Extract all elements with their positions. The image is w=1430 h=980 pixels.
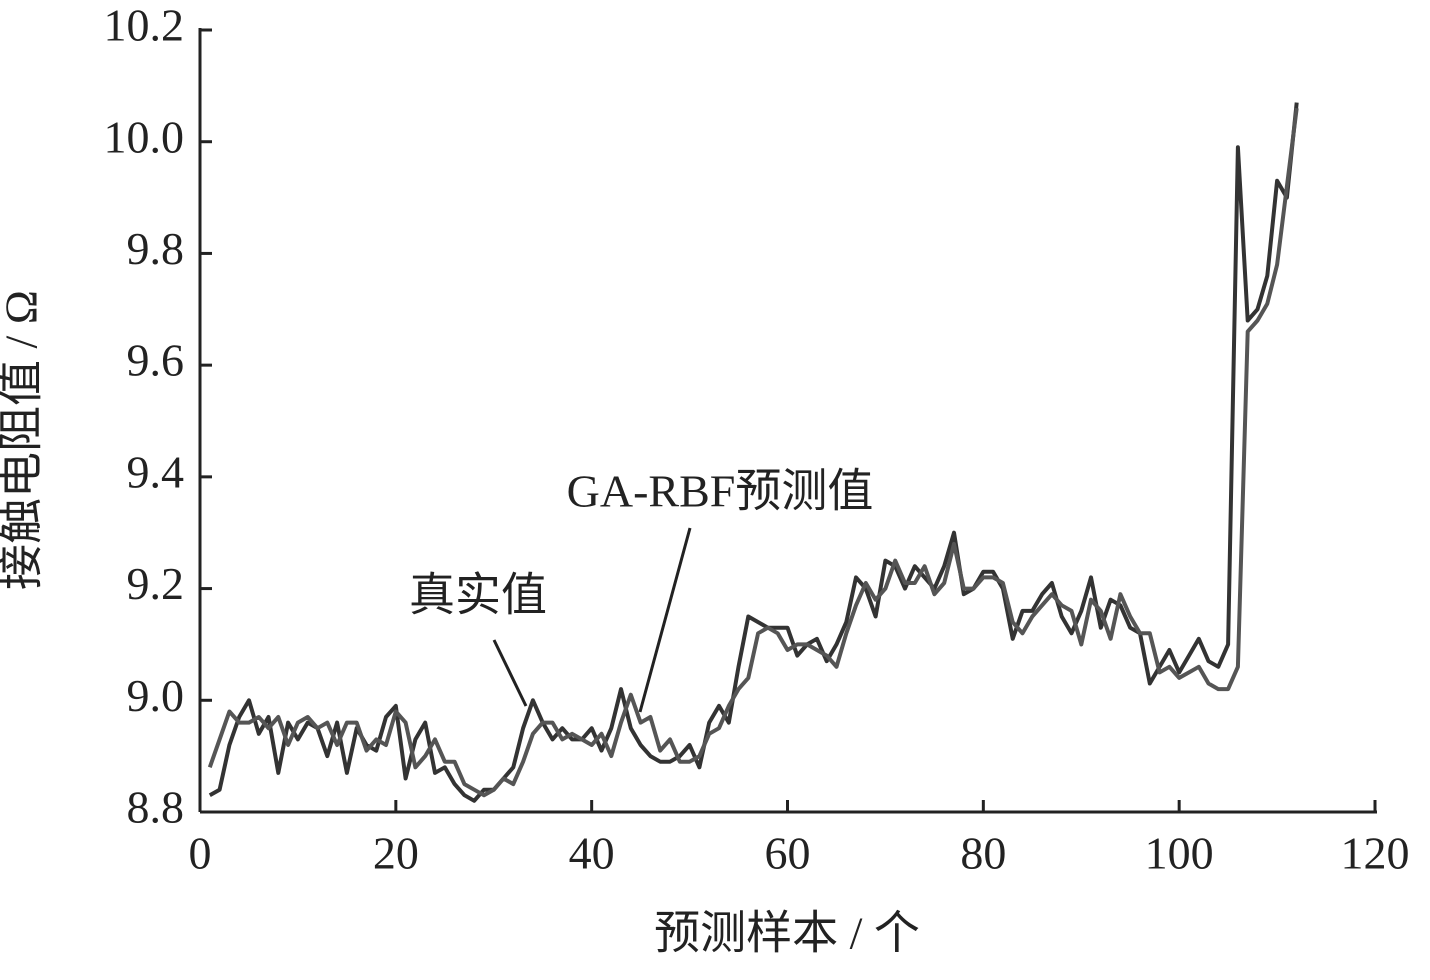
x-tick-label: 40 xyxy=(569,828,615,879)
x-tick-label: 80 xyxy=(960,828,1006,879)
x-tick-label: 0 xyxy=(189,828,212,879)
y-tick-label: 9.2 xyxy=(127,558,185,609)
annotation-arrow xyxy=(638,527,692,713)
annotation: 真实值 xyxy=(409,570,547,621)
x-tick-label: 100 xyxy=(1145,828,1214,879)
y-tick-label: 9.0 xyxy=(127,670,185,721)
y-tick-label: 10.0 xyxy=(104,111,185,162)
y-axis-label: 接触电阻值 / Ω xyxy=(0,290,47,590)
x-tick-label: 20 xyxy=(373,828,419,879)
x-tick-label: 60 xyxy=(765,828,811,879)
data-line xyxy=(208,102,1299,803)
y-tick-label: 9.4 xyxy=(127,446,185,497)
y-tick-label: 9.8 xyxy=(127,223,185,274)
y-tick-label: 9.6 xyxy=(127,335,185,386)
x-tick-label: 120 xyxy=(1341,828,1410,879)
x-axis-label: 预测样本 / 个 xyxy=(654,908,920,959)
annotation: GA-RBF预测值 xyxy=(567,466,874,517)
annotation-arrow xyxy=(492,639,528,707)
y-tick-label: 10.2 xyxy=(104,0,185,51)
y-tick-label: 8.8 xyxy=(127,782,185,833)
data-line xyxy=(207,107,1299,798)
